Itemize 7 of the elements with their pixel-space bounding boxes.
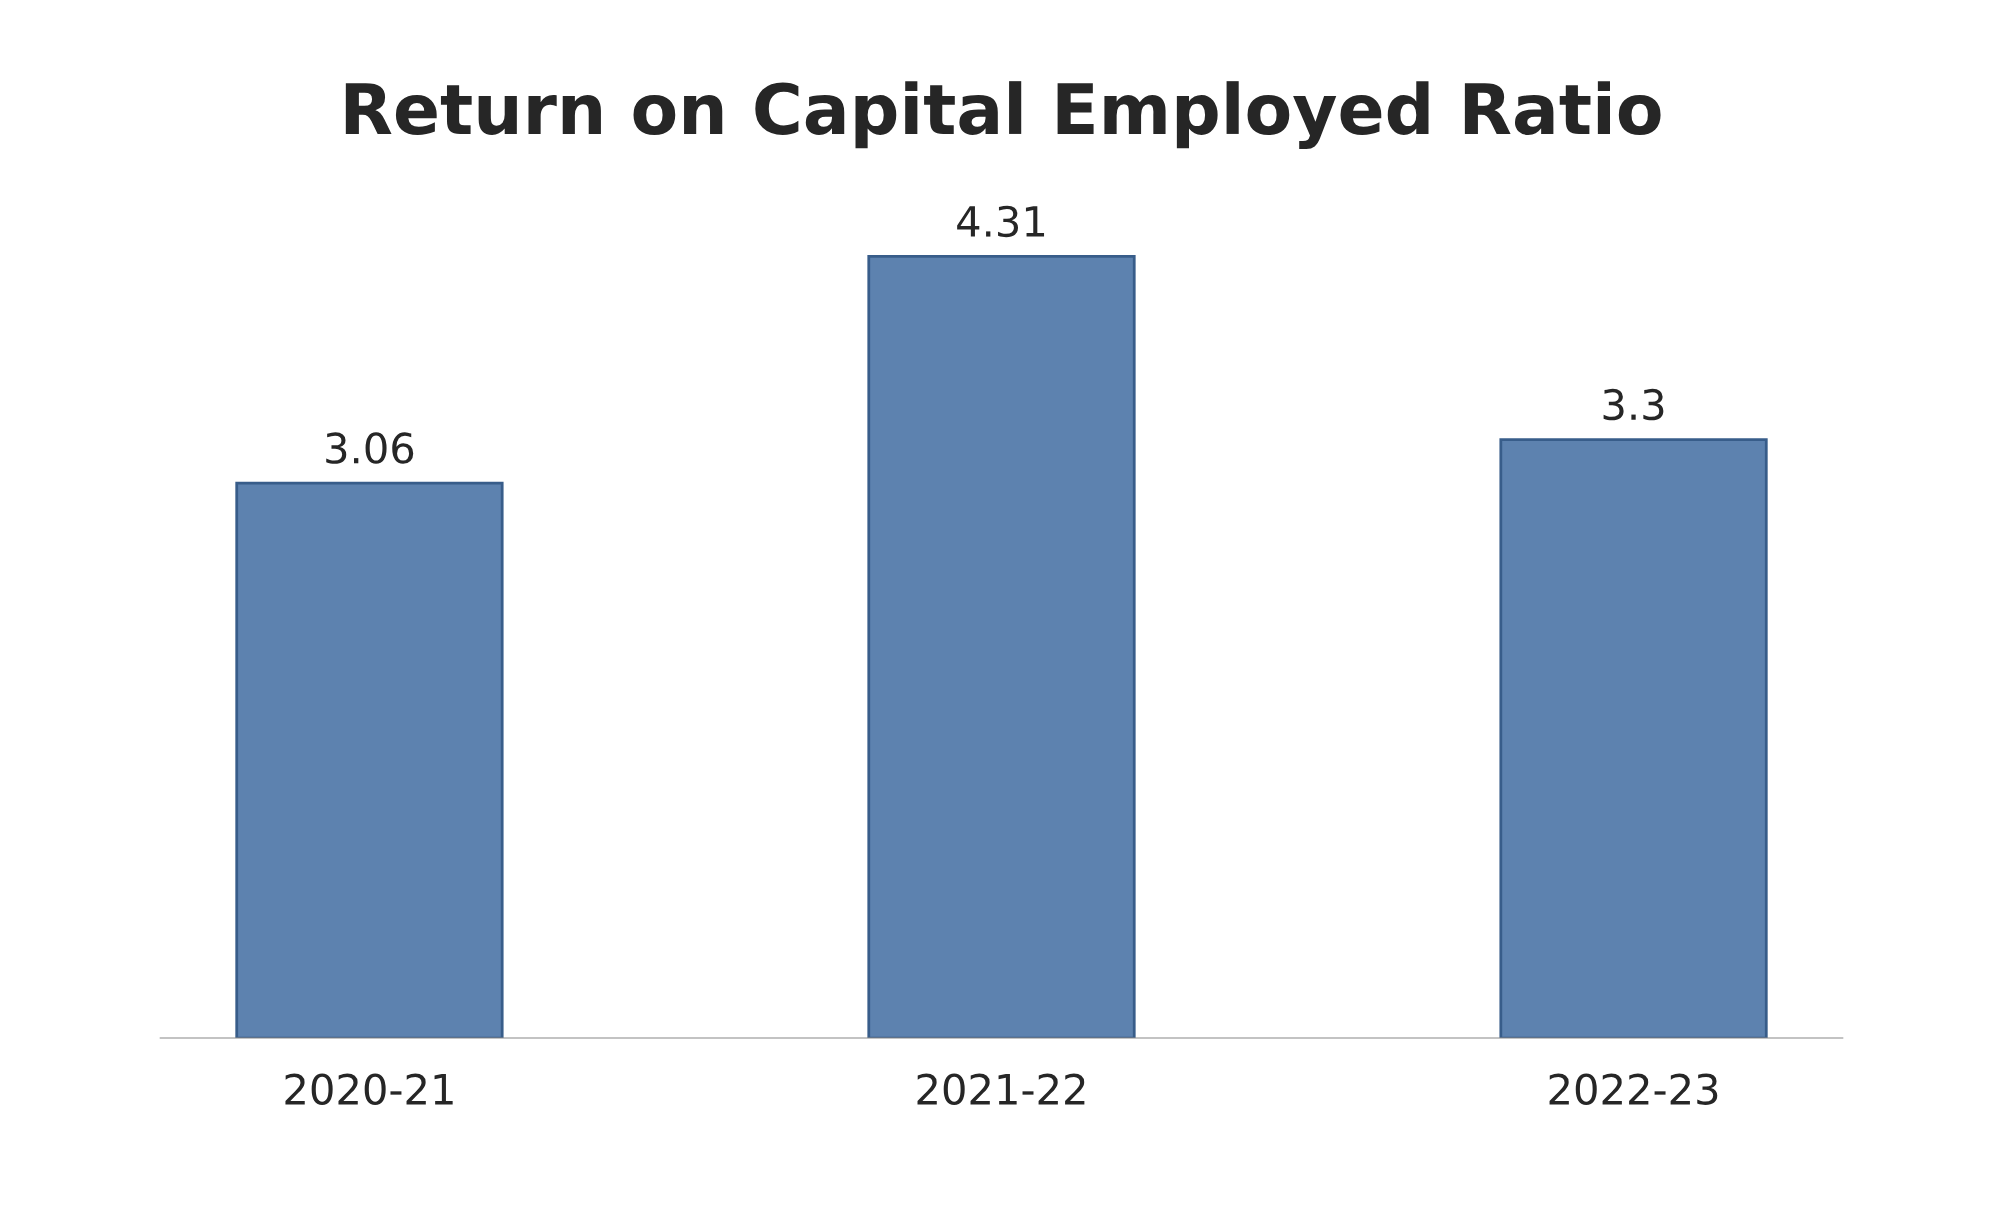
x-tick-label: 2021-22 — [917, 1073, 1085, 1105]
data-label: 4.31 — [957, 205, 1045, 238]
x-tick-label: 2022-23 — [1549, 1073, 1718, 1105]
chart-title: Return on Capital Employed Ratio — [345, 81, 1661, 149]
data-label: 3.3 — [1603, 388, 1664, 421]
x-tick-label: 2020-21 — [285, 1073, 453, 1105]
data-label: 3.06 — [326, 432, 414, 464]
